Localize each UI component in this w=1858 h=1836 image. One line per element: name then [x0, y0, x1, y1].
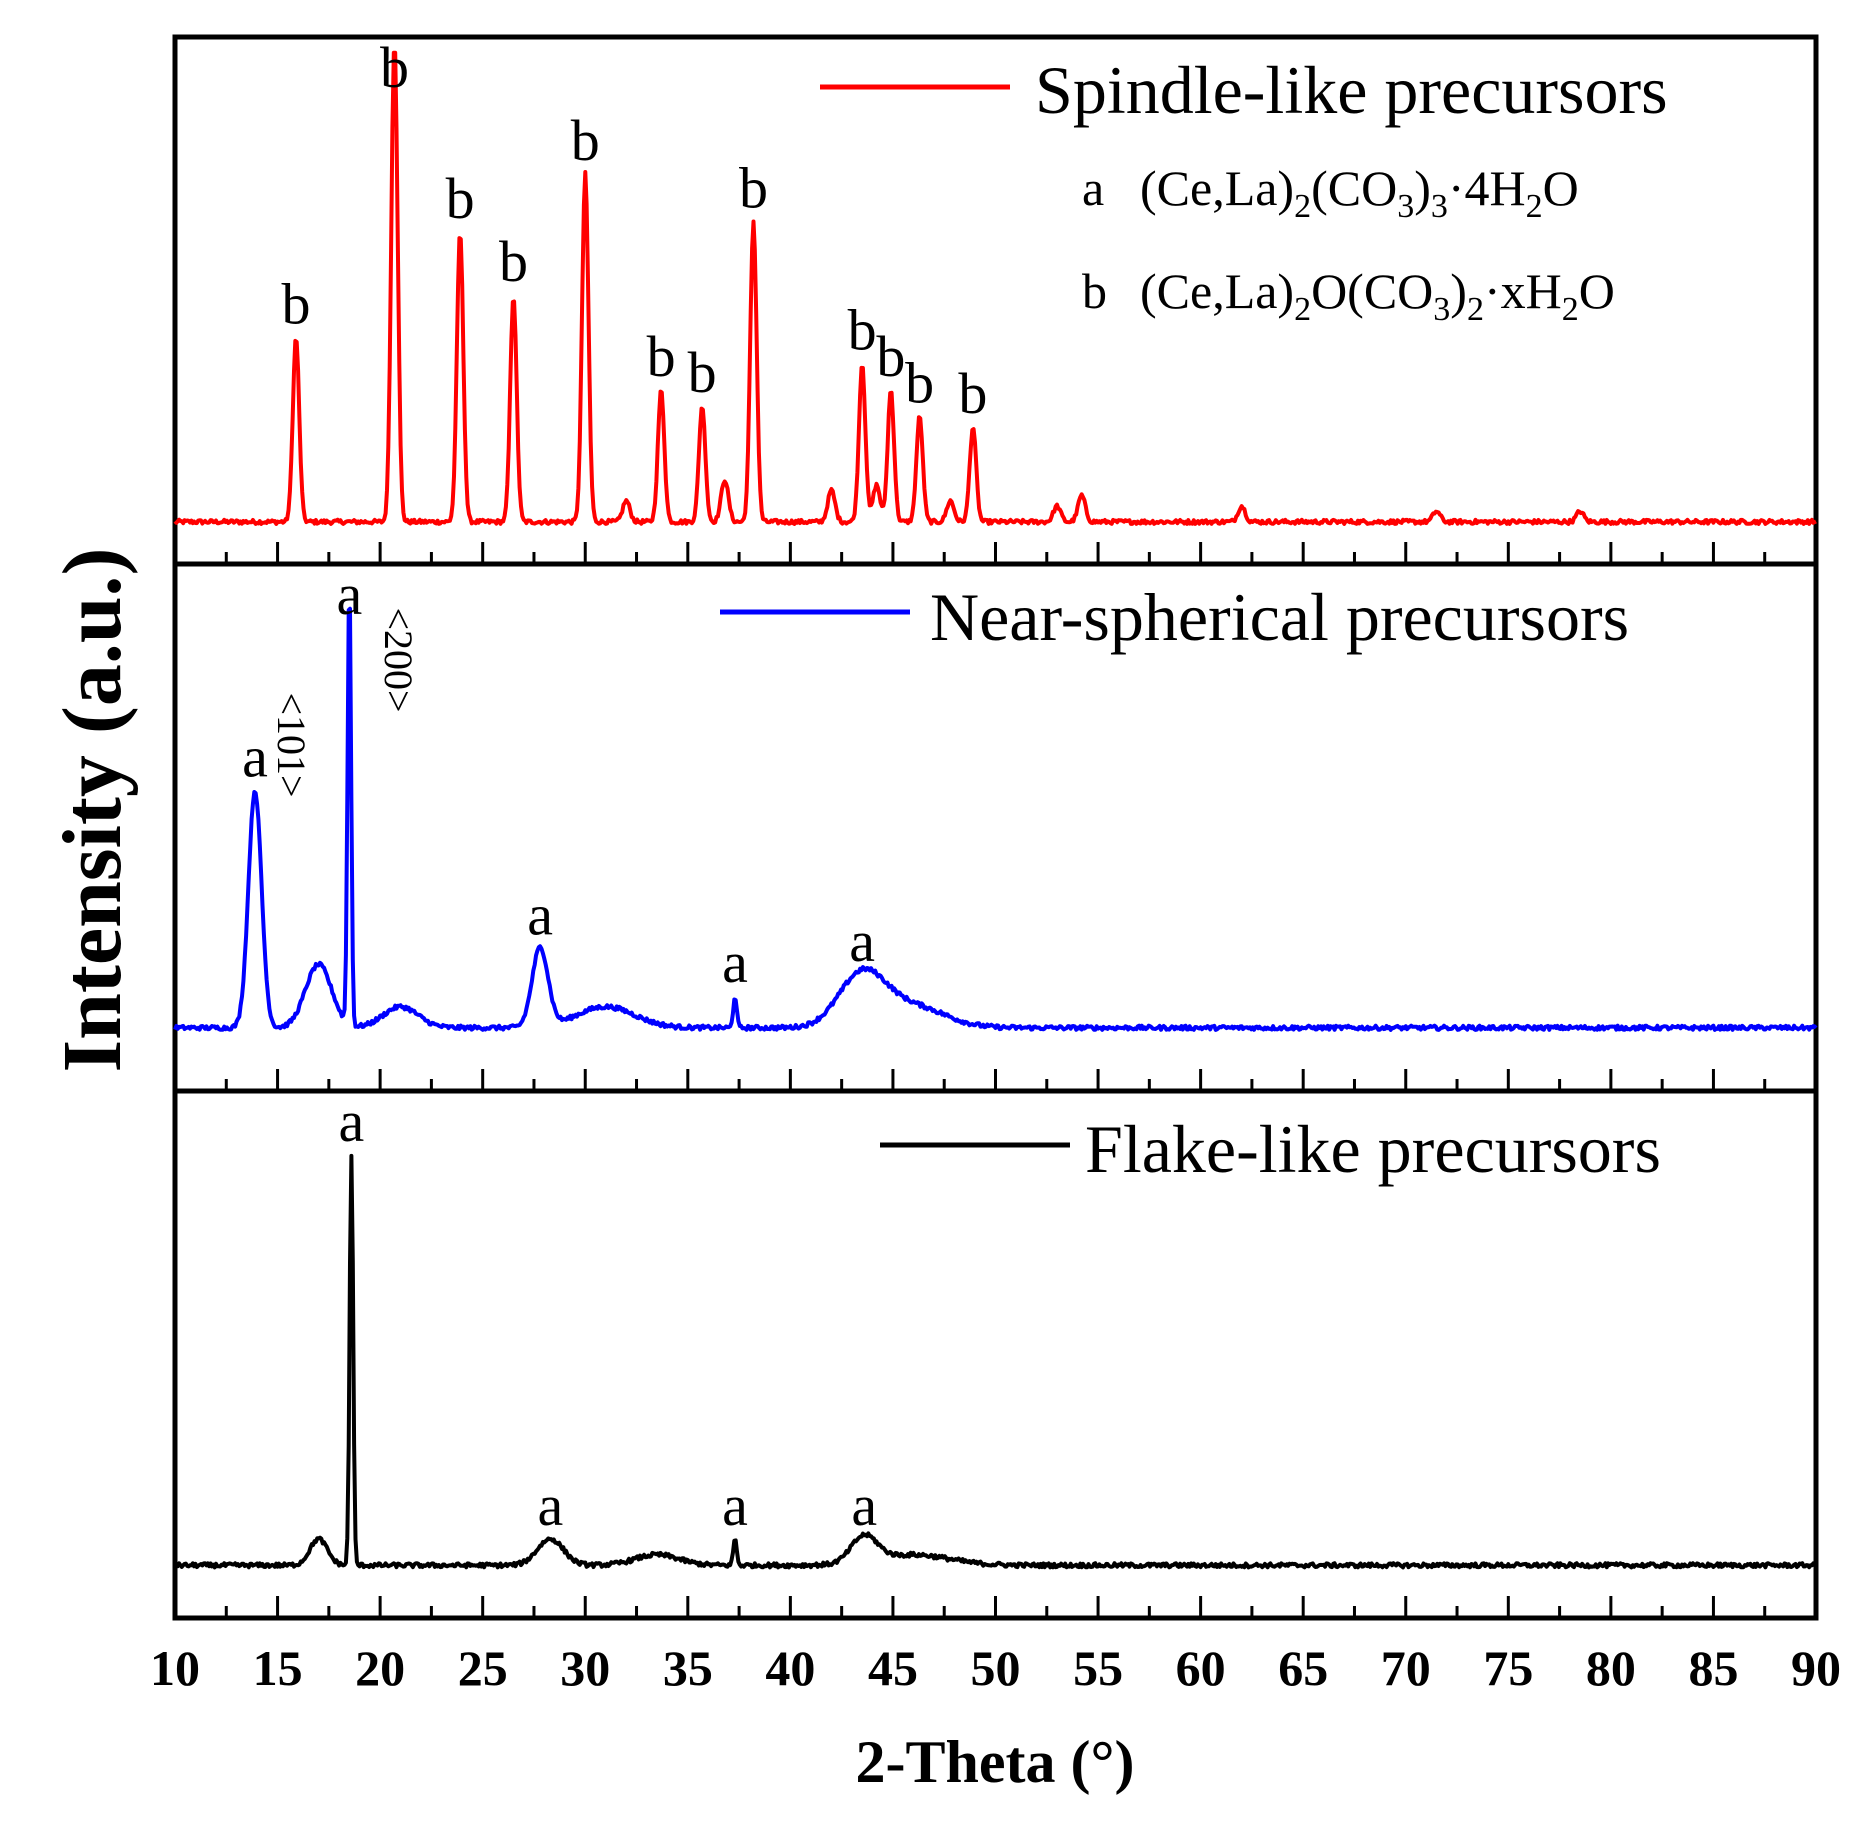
peak-label: b — [958, 361, 987, 426]
x-tick-label: 60 — [1176, 1640, 1226, 1696]
panel-near-spherical: a a a a a Near-spherical precursors <101> <2… — [172, 561, 1819, 1094]
x-tick-label: 85 — [1688, 1640, 1738, 1696]
peak-label: b — [876, 324, 905, 389]
x-tick-label: 70 — [1381, 1640, 1431, 1696]
peak-label: a — [242, 725, 268, 790]
spectrum-flake — [173, 1153, 1817, 1570]
x-tick-label: 45 — [868, 1640, 918, 1696]
x-tick-label: 75 — [1483, 1640, 1533, 1696]
panel-flake: a a a a Flake-like precursors — [172, 1088, 1819, 1621]
legend-label-flake: Flake-like precursors — [1085, 1111, 1661, 1187]
peak-label: a — [722, 1473, 748, 1538]
x-tick-label: 10 — [150, 1640, 200, 1696]
panel-ticks — [173, 1596, 1818, 1618]
spectrum-spindle — [173, 50, 1817, 526]
panel-ticks — [173, 1069, 1818, 1091]
x-tick-label: 35 — [663, 1640, 713, 1696]
x-tick-labels: 10 15 20 25 30 35 40 45 50 55 60 65 70 75 80 85 90 — [150, 1640, 1841, 1696]
peak-label: b — [282, 271, 311, 336]
x-tick-label: 80 — [1586, 1640, 1636, 1696]
peak-label: b — [571, 108, 600, 173]
peak-label: b — [647, 324, 676, 389]
phase-b-code: b — [1082, 263, 1107, 319]
peak-label: b — [499, 229, 528, 294]
miller-index-200: <200> — [376, 607, 421, 712]
peak-label: a — [527, 883, 553, 948]
y-axis-title: Intensity (a.u.) — [46, 547, 139, 1072]
peak-label: a — [339, 1089, 365, 1154]
phase-b-formula: (Ce,La)2O(CO3)2·xH2O — [1140, 263, 1615, 328]
spectrum-near-spherical — [173, 606, 1818, 1032]
peak-label: b — [739, 155, 768, 220]
peak-label: a — [722, 930, 748, 995]
x-tick-label: 65 — [1278, 1640, 1328, 1696]
x-tick-label: 20 — [355, 1640, 405, 1696]
peak-label: a — [336, 562, 362, 627]
peak-label: a — [851, 1473, 877, 1538]
x-tick-label: 50 — [971, 1640, 1021, 1696]
phase-a-formula: (Ce,La)2(CO3)3·4H2O — [1140, 160, 1579, 225]
x-tick-label: 30 — [560, 1640, 610, 1696]
peak-label: b — [848, 298, 877, 363]
peak-label: a — [849, 909, 875, 974]
x-tick-label: 25 — [458, 1640, 508, 1696]
peak-labels-flake: a a a a — [339, 1089, 878, 1538]
panel-ticks — [173, 542, 1818, 564]
peak-label: b — [446, 166, 475, 231]
peak-label: b — [688, 340, 717, 405]
miller-index-101: <101> — [269, 692, 314, 797]
x-tick-label: 40 — [765, 1640, 815, 1696]
x-axis-title: 2-Theta (°) — [856, 1729, 1135, 1795]
x-tick-label: 55 — [1073, 1640, 1123, 1696]
peak-label: a — [538, 1473, 564, 1538]
phase-a-code: a — [1082, 160, 1104, 216]
peak-label: b — [380, 35, 409, 100]
legend-label-spindle: Spindle-like precursors — [1035, 52, 1668, 128]
x-tick-label: 15 — [253, 1640, 303, 1696]
peak-label: b — [905, 350, 934, 415]
peak-labels-near-spherical: a a a a a — [242, 562, 875, 995]
legend-label-near-spherical: Near-spherical precursors — [930, 579, 1629, 655]
x-tick-label: 90 — [1791, 1640, 1841, 1696]
